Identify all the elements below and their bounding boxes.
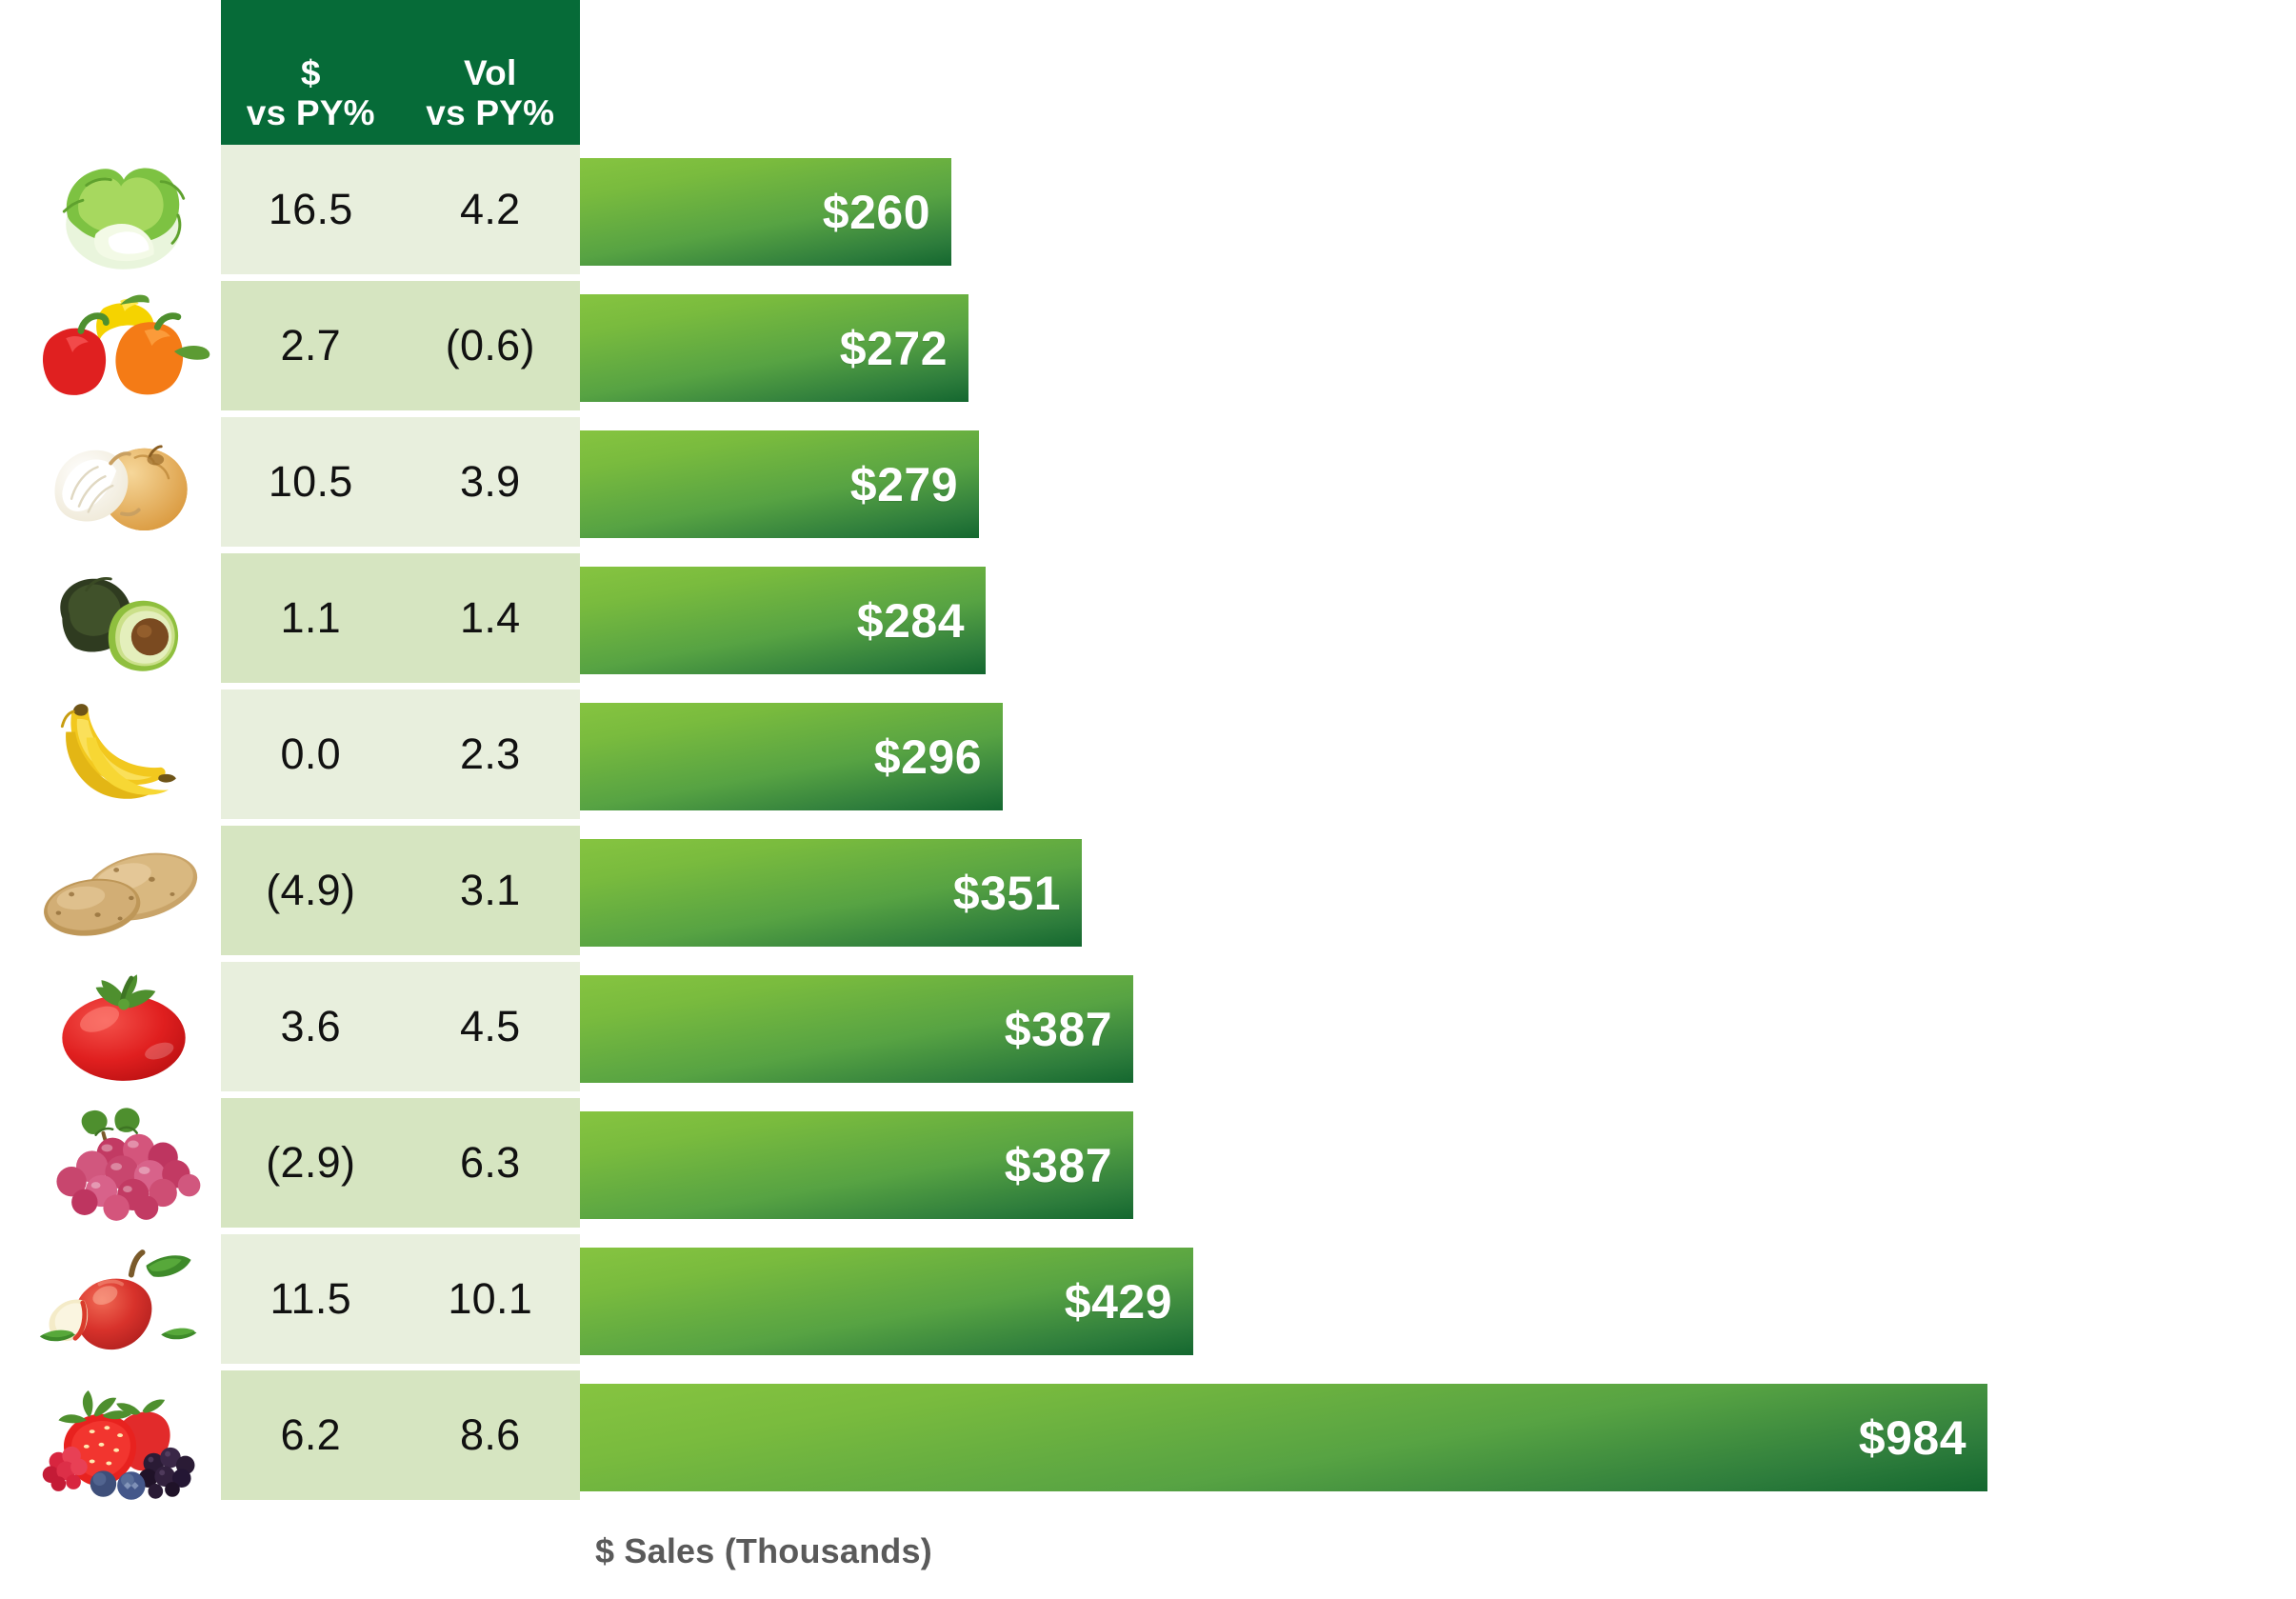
produce-image-onions bbox=[29, 417, 219, 553]
produce-image-potatoes bbox=[29, 826, 219, 962]
cell-dollar-vs-py: (4.9) bbox=[266, 866, 356, 914]
bar-value-label: $429 bbox=[1064, 1274, 1172, 1329]
cell-dollar-vs-py: 3.6 bbox=[280, 1002, 341, 1050]
table-row: (2.9) 6.3 bbox=[221, 1098, 580, 1228]
table-row: 10.5 3.9 bbox=[221, 417, 580, 547]
apples-icon bbox=[39, 1249, 197, 1349]
produce-image-avocado bbox=[29, 553, 219, 690]
bar-sales: $272 bbox=[580, 294, 968, 402]
cell-vol-vs-py: 10.1 bbox=[448, 1274, 533, 1323]
onions-icon bbox=[54, 444, 188, 530]
bananas-icon bbox=[60, 703, 176, 799]
avocado-icon bbox=[60, 576, 179, 671]
cell-vol-vs-py: 8.6 bbox=[460, 1410, 521, 1459]
grapes-icon bbox=[56, 1107, 201, 1221]
header-vol-line2: vs PY% bbox=[426, 92, 555, 132]
bar-value-label: $284 bbox=[856, 593, 965, 648]
bar-value-label: $351 bbox=[952, 866, 1061, 920]
cell-vol-vs-py: 3.1 bbox=[460, 866, 521, 914]
header-dollar-line2: vs PY% bbox=[246, 92, 375, 132]
cell-dollar-vs-py: 2.7 bbox=[280, 321, 341, 370]
cell-dollar-vs-py: 1.1 bbox=[280, 593, 341, 642]
cell-vol-vs-py: 6.3 bbox=[460, 1138, 521, 1187]
table-header-dollar-vs-py: $ vs PY% bbox=[221, 53, 401, 145]
cell-vol-vs-py: 4.5 bbox=[460, 1002, 521, 1050]
bar-sales: $984 bbox=[580, 1384, 1987, 1491]
lettuce-icon bbox=[62, 168, 186, 270]
produce-image-bell-peppers bbox=[29, 281, 219, 417]
cell-vol-vs-py: (0.6) bbox=[445, 321, 535, 370]
x-axis-title: $ Sales (Thousands) bbox=[595, 1531, 932, 1570]
header-dollar-line1: $ bbox=[300, 53, 321, 93]
table-row: 1.1 1.4 bbox=[221, 553, 580, 683]
bar-value-label: $260 bbox=[822, 185, 930, 239]
bar-value-label: $387 bbox=[1004, 1002, 1112, 1056]
produce-image-grapes bbox=[29, 1098, 219, 1234]
table-row: 11.5 10.1 bbox=[221, 1234, 580, 1364]
bar-value-label: $279 bbox=[849, 457, 958, 511]
bar-value-label: $272 bbox=[839, 321, 948, 375]
berries-icon bbox=[42, 1389, 195, 1500]
tomato-icon bbox=[62, 973, 186, 1081]
header-vol-line1: Vol bbox=[464, 53, 517, 93]
bar-sales: $284 bbox=[580, 567, 986, 674]
cell-dollar-vs-py: 6.2 bbox=[280, 1410, 341, 1459]
cell-dollar-vs-py: 10.5 bbox=[268, 457, 353, 506]
bell-peppers-icon bbox=[42, 294, 210, 395]
bar-sales: $387 bbox=[580, 975, 1133, 1083]
produce-image-apples bbox=[29, 1234, 219, 1370]
table-row: 2.7 (0.6) bbox=[221, 281, 580, 410]
table-row: (4.9) 3.1 bbox=[221, 826, 580, 955]
table-row: 6.2 8.6 bbox=[221, 1370, 580, 1500]
bar-value-label: $984 bbox=[1858, 1410, 1967, 1465]
cell-dollar-vs-py: 11.5 bbox=[270, 1274, 351, 1323]
table-header-row: $ vs PY% Vol vs PY% bbox=[221, 0, 580, 145]
bar-sales: $387 bbox=[580, 1111, 1133, 1219]
bar-value-label: $387 bbox=[1004, 1138, 1112, 1192]
bar-sales: $279 bbox=[580, 430, 979, 538]
cell-vol-vs-py: 3.9 bbox=[460, 457, 521, 506]
produce-image-tomato bbox=[29, 962, 219, 1098]
produce-image-berries bbox=[29, 1370, 219, 1507]
cell-dollar-vs-py: 0.0 bbox=[280, 730, 341, 778]
bar-sales: $429 bbox=[580, 1248, 1193, 1355]
table-row: 3.6 4.5 bbox=[221, 962, 580, 1091]
bar-sales: $260 bbox=[580, 158, 951, 266]
produce-image-bananas bbox=[29, 690, 219, 826]
cell-vol-vs-py: 4.2 bbox=[460, 185, 521, 233]
cell-vol-vs-py: 1.4 bbox=[460, 593, 521, 642]
table-row: 16.5 4.2 bbox=[221, 145, 580, 274]
table-row: 0.0 2.3 bbox=[221, 690, 580, 819]
bar-value-label: $296 bbox=[873, 730, 982, 784]
produce-image-lettuce bbox=[29, 145, 219, 281]
potatoes-icon bbox=[44, 852, 198, 936]
cell-vol-vs-py: 2.3 bbox=[460, 730, 521, 778]
table-header-vol-vs-py: Vol vs PY% bbox=[401, 53, 581, 145]
bar-sales: $351 bbox=[580, 839, 1082, 947]
cell-dollar-vs-py: (2.9) bbox=[266, 1138, 356, 1187]
bar-plot-area: $260 $272 $279 $284 $296 $351 bbox=[580, 145, 2296, 1599]
cell-dollar-vs-py: 16.5 bbox=[268, 185, 353, 233]
bar-sales: $296 bbox=[580, 703, 1003, 810]
